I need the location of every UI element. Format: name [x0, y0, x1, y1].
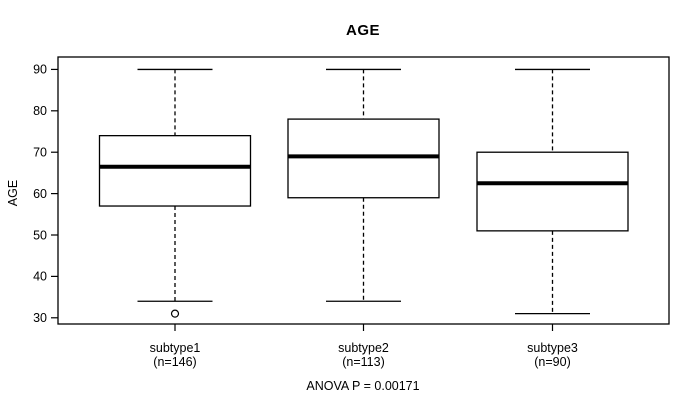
y-tick-label: 60 — [33, 187, 47, 201]
box — [287, 118, 440, 199]
y-tick-label: 50 — [33, 228, 47, 242]
category-sublabel: (n=113) — [342, 355, 385, 369]
chart-title: AGE — [345, 22, 381, 39]
y-tick-label: 40 — [33, 270, 47, 284]
category-label: subtype3 — [527, 341, 578, 355]
outlier-point — [170, 309, 180, 318]
anova-annotation: ANOVA P = 0.00171 — [306, 379, 420, 393]
category-sublabel: (n=146) — [153, 355, 196, 369]
category-label: subtype2 — [338, 341, 389, 355]
y-tick-label: 90 — [33, 63, 47, 77]
y-tick-label: 80 — [33, 104, 47, 118]
category-label: subtype1 — [150, 341, 201, 355]
box — [98, 135, 252, 207]
y-tick-label: 30 — [33, 311, 47, 325]
y-tick-label: 70 — [33, 146, 47, 160]
box — [476, 151, 629, 232]
category-sublabel: (n=90) — [534, 355, 570, 369]
